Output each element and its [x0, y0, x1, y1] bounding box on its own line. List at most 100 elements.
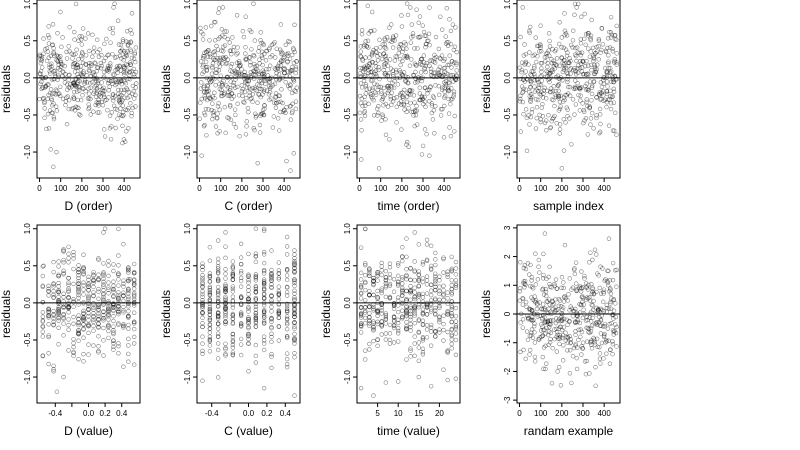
data-point	[42, 106, 47, 111]
data-point	[448, 73, 453, 78]
data-point	[269, 351, 274, 357]
data-point	[71, 94, 76, 100]
data-point	[540, 354, 545, 360]
data-point	[580, 346, 586, 351]
data-point	[573, 306, 578, 312]
data-point	[293, 106, 299, 112]
data-point	[393, 33, 399, 38]
data-point	[365, 3, 370, 9]
data-point	[51, 114, 57, 120]
data-point	[610, 46, 615, 52]
y-tick-label: -0.5	[503, 108, 512, 122]
data-point	[427, 153, 432, 158]
data-point	[444, 6, 450, 11]
data-point	[76, 263, 81, 268]
data-point	[552, 103, 557, 109]
data-point	[358, 71, 363, 76]
data-point	[131, 296, 137, 302]
data-point	[200, 277, 205, 283]
data-point	[81, 265, 86, 271]
data-point	[608, 88, 613, 93]
data-point	[290, 101, 295, 107]
data-point	[114, 64, 120, 69]
data-point	[400, 314, 405, 320]
data-point	[541, 88, 547, 93]
data-point	[133, 45, 139, 50]
data-point	[76, 267, 81, 272]
data-point	[591, 71, 597, 76]
data-point	[228, 68, 233, 73]
data-point	[246, 292, 251, 297]
data-point	[556, 94, 561, 99]
data-point	[40, 65, 45, 70]
data-point	[371, 338, 376, 344]
data-point	[286, 38, 291, 44]
data-point	[440, 74, 445, 80]
data-point	[42, 85, 48, 90]
data-point	[426, 38, 431, 43]
data-point	[437, 315, 442, 320]
data-point	[120, 140, 125, 146]
data-point	[523, 107, 529, 112]
data-point	[121, 308, 126, 313]
data-point	[56, 280, 61, 286]
data-point	[383, 283, 389, 289]
data-point	[223, 244, 228, 249]
data-point	[207, 274, 213, 279]
data-point	[126, 286, 131, 291]
y-tick-label: 0.0	[183, 72, 192, 84]
data-point	[408, 5, 413, 10]
data-point	[255, 68, 261, 73]
data-point	[253, 342, 259, 348]
data-point	[408, 328, 413, 333]
data-point	[454, 62, 459, 67]
data-point	[275, 66, 281, 72]
data-point	[399, 102, 404, 107]
y-tick-label: -1.0	[503, 145, 512, 159]
data-point	[217, 107, 222, 112]
data-point	[200, 267, 205, 273]
data-point	[584, 97, 589, 102]
data-point	[587, 54, 593, 59]
data-point	[588, 49, 593, 54]
data-point	[223, 311, 228, 316]
data-point	[276, 310, 282, 315]
data-point	[215, 256, 221, 262]
data-point	[358, 284, 364, 289]
data-point	[582, 109, 587, 114]
data-point	[567, 371, 573, 376]
data-point	[292, 22, 297, 27]
data-point	[445, 312, 450, 317]
data-point	[131, 261, 137, 267]
data-point	[274, 70, 279, 76]
data-point	[396, 261, 401, 266]
data-point	[66, 251, 71, 257]
data-point	[76, 313, 81, 318]
data-point	[607, 347, 613, 353]
data-point	[412, 46, 417, 51]
data-point	[597, 351, 603, 356]
data-point	[367, 311, 372, 316]
data-point	[382, 37, 388, 43]
data-point	[121, 137, 127, 142]
data-point	[542, 54, 548, 60]
data-point	[38, 57, 43, 62]
data-point	[219, 91, 224, 96]
data-point	[226, 93, 232, 98]
y-tick-label: 1.0	[183, 0, 192, 9]
data-point	[200, 285, 205, 290]
data-point	[594, 252, 599, 257]
data-point	[72, 37, 77, 42]
data-point	[273, 74, 278, 79]
data-point	[391, 306, 397, 312]
data-point	[243, 57, 249, 63]
data-point	[231, 80, 236, 86]
data-point	[101, 318, 106, 323]
data-point	[416, 318, 421, 323]
data-point	[284, 273, 290, 278]
data-point	[42, 115, 47, 121]
y-tick-label: 1.0	[23, 223, 32, 235]
data-point	[543, 59, 548, 64]
data-point	[594, 94, 599, 100]
data-point	[126, 326, 131, 331]
